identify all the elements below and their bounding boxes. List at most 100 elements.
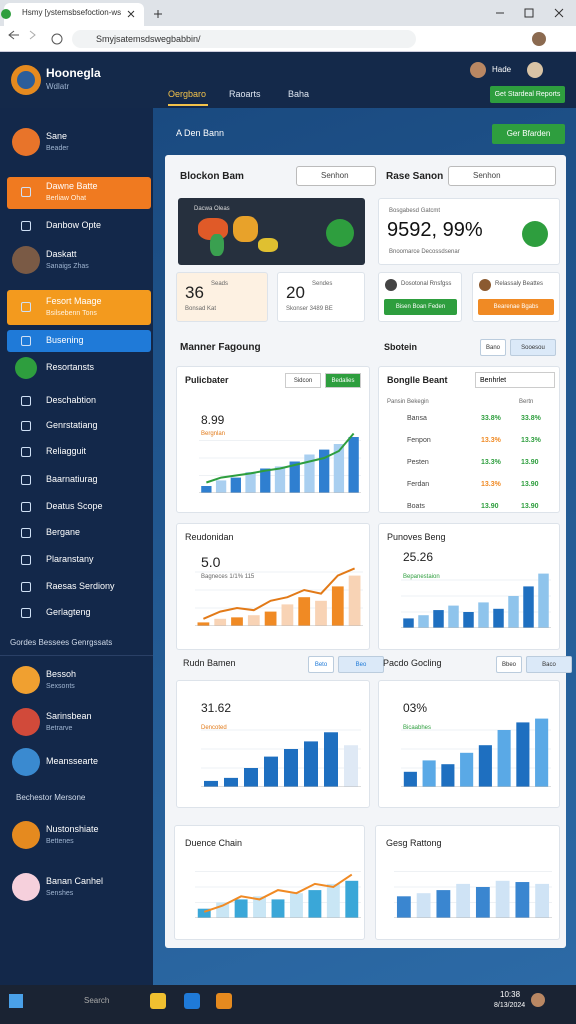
close-window[interactable]: [554, 8, 564, 18]
tab-chip[interactable]: Beto: [308, 656, 334, 673]
tab-chip[interactable]: Sidcon: [285, 373, 321, 388]
nav-label[interactable]: Baarnatiurag: [46, 474, 98, 484]
tab-chip[interactable]: Bano: [480, 339, 506, 356]
chart-card: Gesg Rattong: [375, 825, 560, 940]
close-tab-icon[interactable]: [127, 10, 135, 18]
chart: [201, 729, 361, 787]
table-cell: Ferdan: [407, 481, 430, 488]
metric-value: 9592, 99%: [387, 219, 483, 241]
bar: [463, 612, 474, 628]
tab-chip[interactable]: Beo: [338, 656, 384, 673]
dropdown[interactable]: Benhrlet: [475, 372, 555, 388]
taskbar-app[interactable]: [216, 993, 232, 1009]
nav-item-active[interactable]: [7, 290, 151, 325]
bar: [348, 575, 361, 626]
nav-item-active[interactable]: [7, 330, 151, 352]
action-card: Relassaly Beattes Bearenae Bgabs: [472, 272, 560, 322]
taskbar-app[interactable]: [150, 993, 166, 1009]
maximize[interactable]: [524, 8, 534, 18]
reload[interactable]: [51, 33, 63, 45]
user-name[interactable]: Hade: [492, 65, 512, 74]
nav-label[interactable]: Gerlagteng: [46, 607, 91, 617]
nav-avatar: [12, 128, 40, 156]
nav-tab[interactable]: Oergbaro: [168, 89, 207, 99]
action-icon: [385, 279, 397, 291]
sidebar-section[interactable]: Bechestor Mersone: [16, 793, 86, 802]
table-cell: 13.3%: [521, 437, 541, 444]
url[interactable]: Smyjsatemsdswegbabbin/: [96, 34, 201, 44]
chart-value: 5.0: [201, 554, 221, 570]
nav-label[interactable]: Meanssearte: [46, 756, 99, 766]
action-label: Dosotonal Rnsfgss: [401, 281, 452, 287]
card-title: Punoves Beng: [387, 532, 446, 542]
bar: [304, 741, 318, 787]
nav-label[interactable]: Bergane: [46, 527, 81, 537]
nav-label[interactable]: Deschabtion: [46, 395, 97, 405]
bar: [478, 745, 492, 787]
stat-sub: Bonsad Kat: [185, 306, 217, 312]
bar: [460, 752, 474, 787]
action-button[interactable]: Bisen Boan Feden: [384, 299, 457, 315]
nav-label[interactable]: Fesort Maage: [46, 296, 102, 306]
nav-label[interactable]: Danbow Opte: [46, 220, 102, 230]
new-tab-icon[interactable]: [154, 10, 162, 18]
chart-value: 31.62: [201, 701, 232, 715]
metric-card: Bosgabesd Gatcmt 9592, 99% Bnoomarce Decos…: [378, 198, 560, 265]
tab-chip[interactable]: Bedalies: [325, 373, 361, 388]
nav-tab[interactable]: Raoarts: [229, 89, 261, 99]
nav-label[interactable]: Raesas Serdiony: [46, 581, 115, 591]
nav-label[interactable]: Resortansts: [46, 362, 95, 372]
metric-sub: Bnoomarce Decossdsenar: [389, 249, 460, 255]
bar: [475, 887, 490, 918]
table-cell: 13.90: [521, 503, 539, 510]
tab-chip[interactable]: Sooesou: [510, 339, 556, 356]
nav-label[interactable]: Bessoh: [46, 669, 77, 679]
nav-icon: [21, 475, 31, 485]
bar: [319, 449, 330, 493]
nav-label[interactable]: Daskatt: [46, 249, 77, 259]
action-button[interactable]: Bearenae Bgabs: [478, 299, 554, 315]
nav-label[interactable]: Nustonshiate: [46, 824, 99, 834]
tab-chip[interactable]: Bbeo: [496, 656, 522, 673]
header-button[interactable]: Get Stardeal Reports: [490, 86, 565, 103]
search-box[interactable]: Senhon: [448, 166, 556, 186]
profile[interactable]: [532, 32, 546, 46]
table-cell: 13.90: [481, 503, 499, 510]
chart-value: 8.99: [201, 413, 225, 427]
bar: [264, 756, 278, 787]
stat-sub: Skonser 3489 BE: [286, 306, 333, 312]
chart: [401, 718, 551, 787]
nav-label[interactable]: Sane: [46, 131, 68, 141]
top-button[interactable]: Ger Bfarden: [492, 124, 565, 144]
nav-label[interactable]: Sarinsbean: [46, 711, 92, 721]
back[interactable]: [8, 30, 19, 40]
nav-label[interactable]: Dawne Batte: [46, 181, 98, 191]
table-cell: Bansa: [407, 415, 427, 422]
search-box[interactable]: Senhon: [296, 166, 376, 186]
nav-avatar: [12, 873, 40, 901]
chart: [401, 573, 551, 628]
browser-tab[interactable]: [4, 3, 144, 26]
bar: [493, 608, 504, 628]
nav-label[interactable]: Banan Canhel: [46, 876, 104, 886]
nav-label[interactable]: Plaranstany: [46, 554, 94, 564]
start-button[interactable]: [9, 994, 23, 1008]
tab-chip[interactable]: Baco: [526, 656, 572, 673]
nav-sub: Betrarve: [46, 725, 73, 732]
nav-tab[interactable]: Baha: [288, 89, 310, 99]
section-title: Blockon Bam: [180, 171, 244, 182]
nav-item-active[interactable]: [7, 177, 151, 209]
taskbar-search[interactable]: Search: [84, 996, 110, 1005]
url-box[interactable]: [72, 30, 416, 48]
bar: [315, 600, 327, 626]
taskbar-app[interactable]: [184, 993, 200, 1009]
nav-label[interactable]: Reliagguit: [46, 446, 87, 456]
bar: [436, 890, 451, 918]
chart-card: Pulicbater Sidcon Bedalies 8.99 Bergnlan: [176, 366, 370, 513]
tab-title[interactable]: Hsmy [ystemsbsefoction-ws: [22, 8, 122, 17]
nav-label[interactable]: Deatus Scope: [46, 501, 103, 511]
forward[interactable]: [29, 30, 36, 40]
table-card: Bonglle Beant Benhrlet Pansin Bekegin Bertn…: [378, 366, 560, 532]
nav-label[interactable]: Busening: [46, 335, 84, 345]
nav-label[interactable]: Genrstatiang: [46, 420, 98, 430]
